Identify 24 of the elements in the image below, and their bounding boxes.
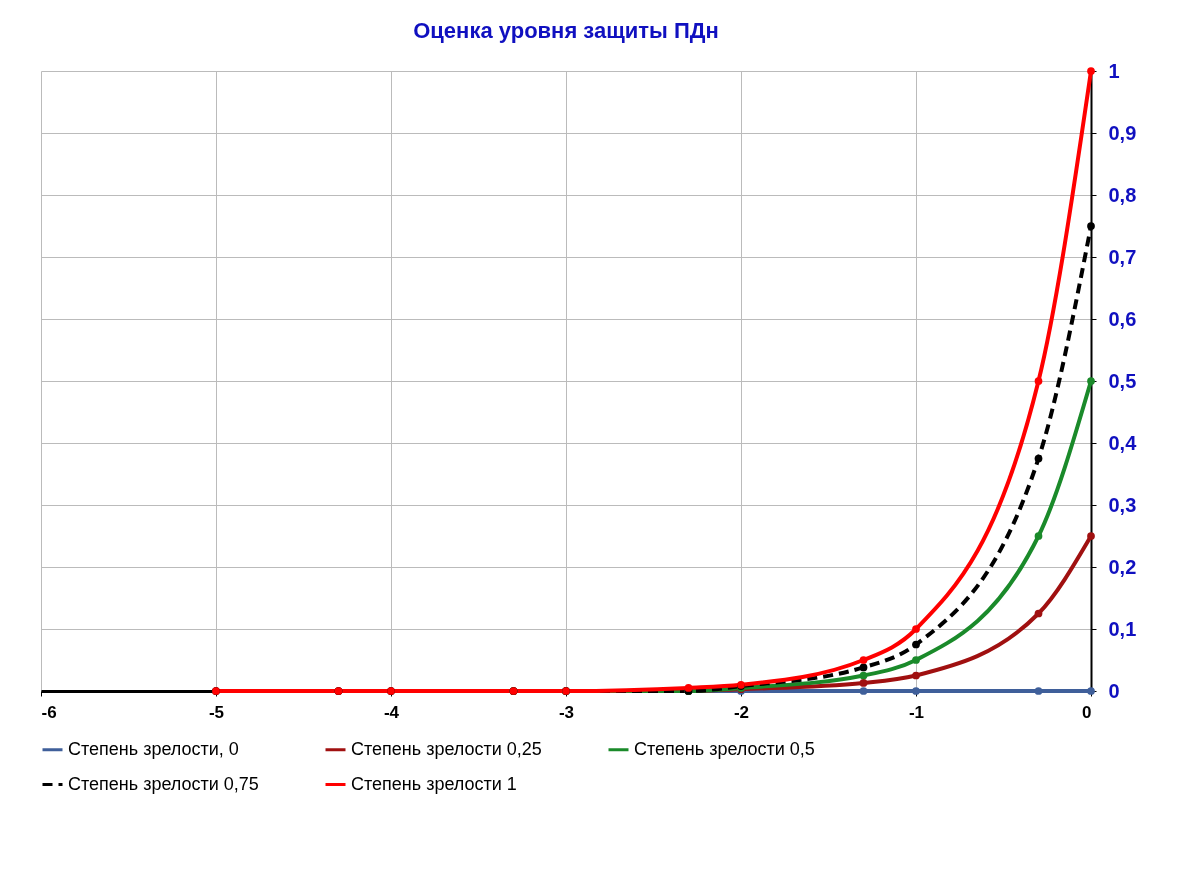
legend-label: Степень зрелости 1 bbox=[351, 773, 517, 794]
x-tick-label: -1 bbox=[908, 702, 925, 722]
x-tick-label: -4 bbox=[383, 702, 400, 722]
y-tick-label: 0,1 bbox=[1108, 617, 1137, 640]
legend-label: Степень зрелости, 0 bbox=[68, 738, 239, 759]
legend-label: Степень зрелости 0,75 bbox=[68, 773, 259, 794]
y-tick-label: 0,3 bbox=[1108, 493, 1137, 516]
x-tick-label: -2 bbox=[733, 702, 750, 722]
y-tick-label: 0,6 bbox=[1108, 307, 1137, 330]
y-tick-label: 1 bbox=[1108, 59, 1120, 82]
x-tick-label: -3 bbox=[558, 702, 575, 722]
x-tick-label: -6 bbox=[41, 702, 57, 722]
x-tick-label: 0 bbox=[1082, 702, 1092, 722]
y-tick-label: 0,2 bbox=[1108, 555, 1137, 578]
x-tick-label: -5 bbox=[208, 702, 225, 722]
y-tick-label: 0,5 bbox=[1108, 369, 1137, 392]
y-tick-label: 0 bbox=[1108, 679, 1120, 702]
y-tick-label: 0,7 bbox=[1108, 245, 1137, 268]
y-tick-label: 0,9 bbox=[1108, 121, 1137, 144]
legend-label: Степень зрелости 0,25 bbox=[351, 738, 542, 759]
y-tick-label: 0,4 bbox=[1108, 431, 1138, 454]
legend-label: Степень зрелости 0,5 bbox=[634, 738, 815, 759]
y-tick-label: 0,8 bbox=[1108, 183, 1137, 206]
chart-title: Оценка уровня защиты ПДн bbox=[413, 18, 719, 43]
